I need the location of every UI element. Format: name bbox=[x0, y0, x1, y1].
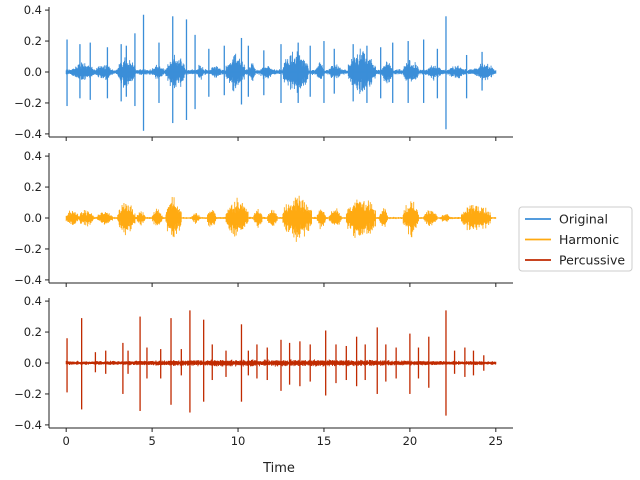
y-tick-label: 0.4 bbox=[24, 3, 42, 17]
x-tick-label: 15 bbox=[317, 434, 332, 448]
y-tick-label: −0.4 bbox=[14, 418, 42, 432]
x-tick-label: 20 bbox=[403, 434, 418, 448]
y-tick-label: 0.4 bbox=[24, 294, 42, 308]
y-tick-label: 0.4 bbox=[24, 149, 42, 163]
y-tick-label: −0.4 bbox=[14, 127, 42, 141]
x-axis-label: Time bbox=[262, 461, 295, 476]
legend-label-harmonic: Harmonic bbox=[559, 232, 619, 247]
x-tick-label: 5 bbox=[148, 434, 155, 448]
legend-label-percussive: Percussive bbox=[559, 253, 625, 268]
y-tick-label: −0.2 bbox=[14, 242, 42, 256]
y-tick-label: 0.2 bbox=[24, 180, 42, 194]
panel-harmonic: 0.4 0.2 0.0 −0.2 −0.4 bbox=[14, 149, 513, 287]
y-tick-label: −0.2 bbox=[14, 387, 42, 401]
y-tick-label: 0.2 bbox=[24, 325, 42, 339]
y-tick-label: −0.2 bbox=[14, 96, 42, 110]
legend: Original Harmonic Percussive bbox=[518, 206, 633, 272]
waveform-harmonic bbox=[65, 195, 497, 242]
waveform-panels: 0.4 0.2 0.0 −0.2 −0.4 0.4 0.2 0.0 −0.2 −0.4 0.4 0.2… bbox=[14, 3, 513, 448]
x-tick-label: 10 bbox=[231, 434, 246, 448]
panel-original: 0.4 0.2 0.0 −0.2 −0.4 bbox=[14, 3, 513, 141]
y-tick-label: 0.0 bbox=[24, 356, 42, 370]
y-tick-label: −0.4 bbox=[14, 273, 42, 287]
x-tick-label: 25 bbox=[488, 434, 503, 448]
x-tick-label: 0 bbox=[63, 434, 70, 448]
panel-percussive: 0.4 0.2 0.0 −0.2 −0.4 0 5 10 15 20 25 bbox=[14, 294, 513, 448]
y-tick-label: 0.0 bbox=[24, 65, 42, 79]
y-tick-label: 0.2 bbox=[24, 34, 42, 48]
y-tick-label: 0.0 bbox=[24, 211, 42, 225]
legend-label-original: Original bbox=[559, 212, 608, 227]
legend-box bbox=[518, 206, 633, 272]
